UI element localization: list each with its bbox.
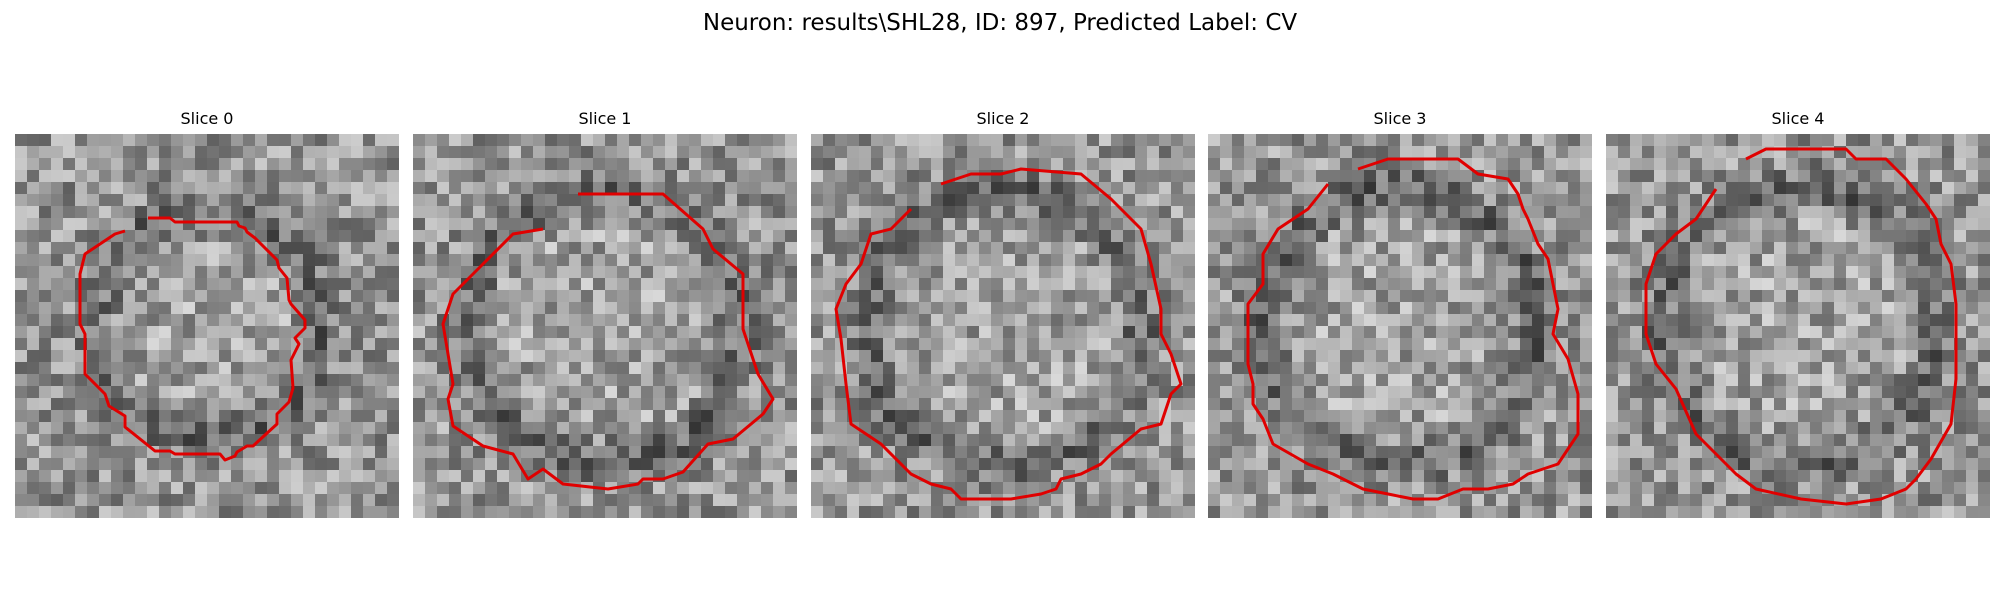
- figure-title: Neuron: results\SHL28, ID: 897, Predicte…: [702, 10, 1298, 36]
- slice-panel-3: Slice 3: [1208, 108, 1592, 518]
- slice-title: Slice 1: [578, 109, 632, 128]
- slice-panel-2: Slice 2: [811, 108, 1195, 518]
- slice-title: Slice 2: [976, 109, 1030, 128]
- slice-panel-1: Slice 1: [413, 108, 797, 518]
- slice-image: [413, 134, 797, 518]
- slice-title: Slice 3: [1373, 109, 1427, 128]
- slice-title: Slice 0: [180, 109, 234, 128]
- slice-panel-4: Slice 4: [1606, 108, 1990, 518]
- slice-image: [15, 134, 399, 518]
- slice-image: [811, 134, 1195, 518]
- slice-title: Slice 4: [1771, 109, 1825, 128]
- slice-panel-0: Slice 0: [15, 108, 399, 518]
- slice-image: [1208, 134, 1592, 518]
- slice-image: [1606, 134, 1990, 518]
